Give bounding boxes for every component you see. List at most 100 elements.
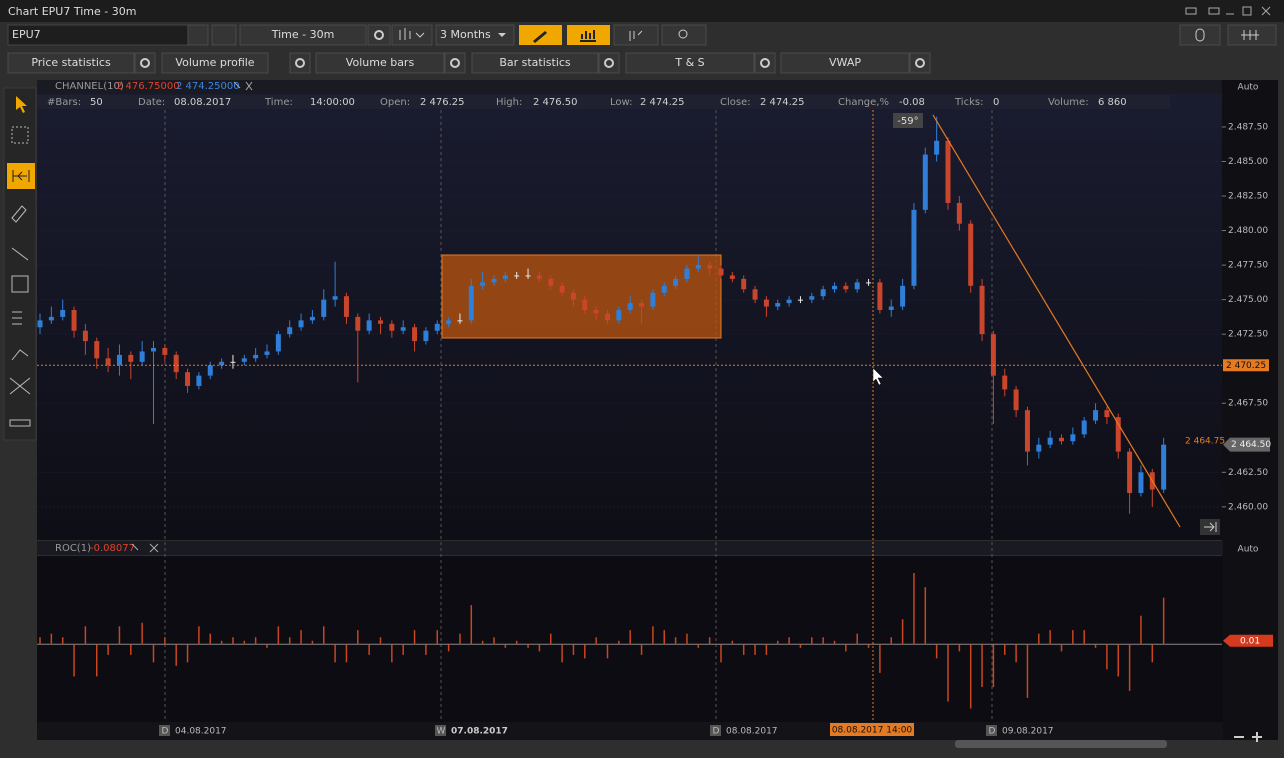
candle-body [786, 299, 792, 304]
tab[interactable] [780, 52, 910, 74]
indicator-tools[interactable] [233, 81, 253, 91]
mouse-icon [1195, 28, 1205, 42]
roc-bar [1049, 630, 1051, 645]
date-badge [986, 725, 997, 736]
dropdown-arrow [498, 33, 506, 37]
tab-settings[interactable] [909, 52, 931, 74]
list-button[interactable] [187, 24, 209, 46]
roc-bar [1038, 633, 1040, 645]
candle-body [1070, 434, 1076, 442]
candle-body [241, 358, 247, 362]
roc-bar [856, 633, 858, 645]
tab[interactable] [7, 52, 135, 74]
tab[interactable] [315, 52, 445, 74]
info-value: 2 476.25 [420, 97, 465, 108]
tab[interactable] [625, 52, 755, 74]
scale-mode: Auto [1238, 83, 1259, 93]
window-controls[interactable] [1185, 6, 1271, 16]
roc-bar [118, 626, 121, 645]
x-tick-label: 07.08.2017 [451, 727, 508, 737]
gear-icon [374, 30, 384, 40]
gear-icon [450, 58, 460, 68]
info-value: 2 474.25 [640, 97, 685, 108]
scrollbar[interactable] [955, 740, 1167, 748]
roc-bar [550, 633, 552, 645]
tab-label: Volume bars [346, 56, 415, 69]
mouse-button[interactable] [1179, 24, 1221, 46]
roc-bar [164, 637, 166, 645]
date-badge [159, 725, 170, 736]
roc-bar [788, 637, 790, 645]
crosshair-time: 08.08.2017 14:00 [832, 726, 913, 736]
candle-body [990, 334, 996, 376]
roc-bar [459, 633, 461, 645]
indicators-button[interactable] [567, 25, 610, 45]
roc-bar [357, 630, 359, 645]
last-price-badge [1223, 437, 1270, 452]
roc-bar [833, 640, 836, 645]
zoom-controls[interactable] [1234, 732, 1262, 742]
channel-value: 2 464.75 [1185, 437, 1225, 447]
indicator-name: CHANNEL(10) [55, 81, 124, 92]
candle-body [775, 303, 781, 307]
candle-body [1161, 444, 1167, 490]
candle-body [661, 285, 667, 293]
pencil-icon [533, 31, 547, 43]
roc-bar [686, 633, 688, 645]
roc-bar [969, 644, 972, 709]
roc-bar [209, 633, 211, 645]
roc-bar [958, 644, 961, 652]
roc-bar [84, 626, 87, 645]
tab-label: Bar statistics [499, 56, 571, 69]
gear-icon [604, 58, 614, 68]
crosshair-price: 2 470.25 [1226, 361, 1266, 371]
candle-body [343, 296, 349, 317]
roc-bar [1128, 644, 1131, 691]
order-button[interactable] [613, 24, 659, 46]
timeframe-settings[interactable] [367, 24, 391, 46]
candle-body [797, 299, 803, 301]
roc-bar [924, 587, 927, 645]
tab-settings[interactable] [289, 52, 311, 74]
tab-settings[interactable] [598, 52, 620, 74]
candle-body [525, 275, 531, 277]
search-button[interactable] [661, 24, 707, 46]
roc-bar [413, 630, 416, 645]
tab-settings[interactable] [134, 52, 156, 74]
roc-bar [992, 644, 995, 688]
roc-bar [913, 572, 915, 645]
tab-settings[interactable] [444, 52, 466, 74]
timeframe-button[interactable] [239, 24, 367, 46]
angle-badge [893, 113, 923, 128]
roc-bar [584, 644, 586, 659]
roc-marker: 0.01 [1240, 636, 1260, 646]
tab[interactable] [161, 52, 269, 74]
roc-bar [186, 644, 189, 663]
roc-bar [515, 640, 518, 645]
tab[interactable] [471, 52, 599, 74]
roc-bar [288, 637, 291, 645]
roc-bar [232, 637, 234, 645]
tool-icons[interactable] [7, 96, 35, 427]
roc-bar [1106, 644, 1108, 670]
windows-button[interactable] [211, 24, 237, 46]
candle-body [729, 275, 735, 279]
candle-body [741, 278, 747, 290]
roc-bar [1094, 644, 1097, 648]
info-label: Close: [720, 97, 751, 108]
candle-body [627, 303, 633, 310]
roc-bar [674, 637, 677, 645]
candle-body [548, 278, 554, 286]
roc-bar [1140, 615, 1142, 645]
chart-type-button[interactable] [391, 24, 433, 46]
candle-body [37, 320, 43, 328]
info-label: Date: [138, 97, 165, 108]
roc-bar [629, 630, 631, 645]
roc-bar [311, 640, 314, 645]
drawing-tools [3, 87, 37, 441]
roc-tools[interactable] [131, 543, 159, 553]
tab-settings[interactable] [754, 52, 776, 74]
range-dropdown[interactable] [435, 24, 515, 46]
roc-bar [345, 644, 348, 663]
info-label: Volume: [1048, 97, 1089, 108]
